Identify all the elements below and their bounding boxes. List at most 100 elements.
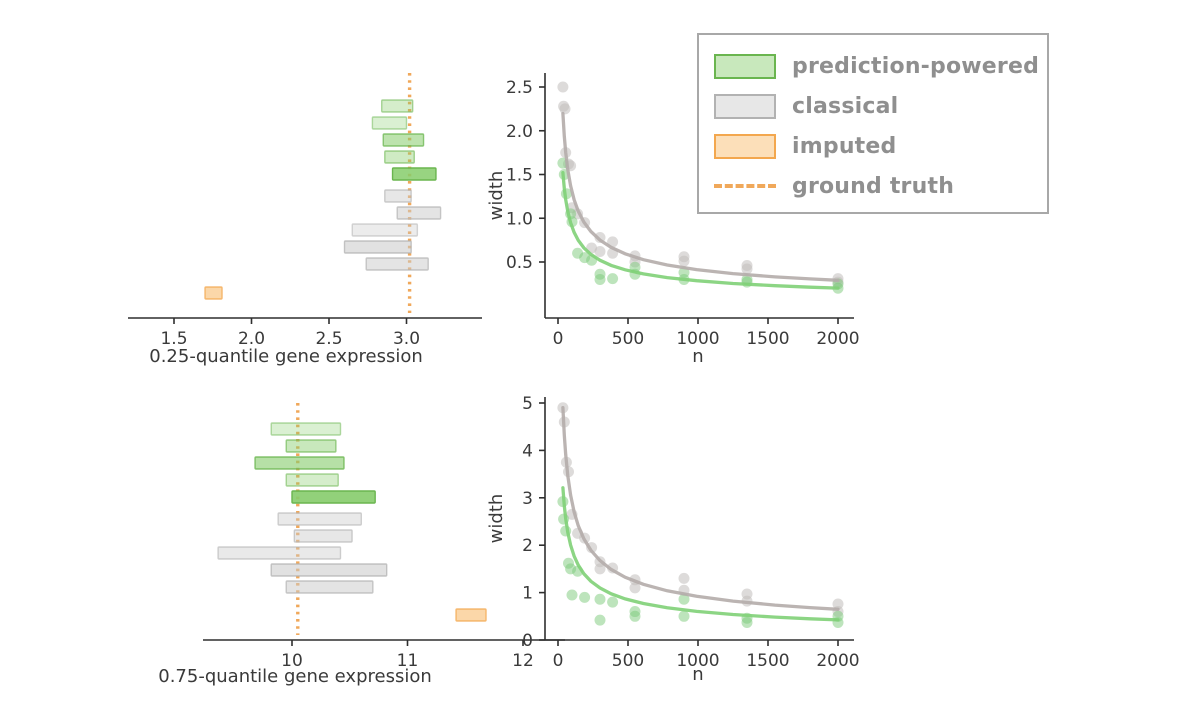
legend-row-prediction-powered: prediction-powered	[714, 46, 1047, 86]
classical-interval-bar	[365, 257, 429, 271]
x-axis-title: n	[692, 346, 703, 367]
x-tick-label: 0	[553, 651, 564, 671]
prediction-powered-trend-line	[561, 486, 840, 622]
x-tick-label: 3.0	[393, 329, 420, 349]
prediction-powered-interval-bar	[270, 422, 342, 436]
legend: prediction-powered classical imputed gro…	[697, 33, 1049, 214]
x-tick-label: 11	[397, 651, 419, 671]
q025-intervals-svg: 1.5 2.0 2.5 3.00.25-quantile gene expressio…	[128, 73, 482, 367]
prediction-powered-interval-bar	[371, 116, 408, 130]
prediction-powered-interval-bar	[291, 490, 376, 504]
chart-q075-width: 0 1 2 3 4 5 0 500 1000 1500 2000 n width	[480, 385, 875, 710]
imputed-interval-bar	[204, 286, 223, 300]
prediction-powered-interval-bar	[381, 99, 414, 113]
classical-interval-bar	[343, 240, 412, 254]
prediction-powered-scatter-point	[566, 589, 578, 601]
legend-label-ground-truth: ground truth	[792, 173, 955, 199]
x-tick-label: 1500	[746, 329, 789, 349]
classical-scatter-point	[594, 563, 606, 575]
prediction-powered-scatter-point	[579, 591, 591, 603]
y-tick-label: 0.5	[506, 253, 533, 273]
x-tick-label: 12	[512, 651, 534, 671]
classical-scatter-point	[741, 263, 753, 275]
prediction-powered-scatter-point	[607, 596, 619, 608]
classical-interval-bar	[293, 529, 353, 543]
y-tick-label: 2.5	[506, 78, 533, 98]
classical-scatter-point	[678, 572, 690, 584]
classical-scatter-point	[559, 103, 571, 115]
prediction-powered-interval-bar	[391, 167, 437, 181]
prediction-powered-trend-line	[561, 170, 840, 290]
x-tick-label: 1000	[676, 329, 719, 349]
prediction-powered-scatter-point	[678, 610, 690, 622]
y-tick-label: 5	[522, 394, 533, 414]
x-tick-label: 10	[281, 651, 303, 671]
classical-scatter-point	[594, 246, 606, 257]
y-tick-label: 3	[522, 489, 533, 509]
prediction-powered-scatter-point	[607, 273, 619, 285]
classical-trend-line	[561, 111, 840, 282]
x-axis-title: n	[692, 664, 703, 685]
x-tick-label: 2000	[816, 651, 859, 671]
prediction-powered-swatch	[714, 53, 776, 79]
classical-trend-line	[561, 406, 840, 611]
x-tick-label: 0	[553, 329, 564, 349]
y-tick-label: 0	[522, 631, 533, 651]
prediction-powered-scatter-point	[594, 593, 606, 605]
classical-scatter-point	[832, 598, 844, 610]
classical-interval-bar	[217, 546, 342, 560]
classical-interval-bar	[384, 189, 412, 203]
classical-scatter-point	[557, 81, 569, 93]
prediction-powered-interval-bar	[384, 150, 415, 164]
prediction-powered-interval-bar	[285, 439, 337, 453]
prediction-powered-scatter-point	[594, 274, 606, 285]
prediction-powered-scatter-point	[629, 610, 641, 622]
y-axis-title: width	[486, 494, 507, 544]
legend-label-imputed: imputed	[792, 133, 897, 159]
classical-interval-bar	[277, 512, 363, 526]
x-tick-label: 500	[612, 329, 644, 349]
x-tick-label: 500	[612, 651, 644, 671]
x-axis-title: 0.25-quantile gene expression	[149, 346, 423, 367]
imputed-interval-bar	[455, 608, 487, 622]
classical-interval-bar	[396, 206, 442, 220]
legend-row-ground-truth: ground truth	[714, 166, 1047, 206]
chart-q025-intervals: 1.5 2.0 2.5 3.0 0.25-quantile gene expressio…	[100, 55, 525, 387]
prediction-powered-scatter-point	[678, 593, 690, 605]
x-tick-label: 1500	[746, 651, 789, 671]
chart-q025-width: 0.5 1.0 1.5 2.0 2.5 0 500 1000 1500 2000 n width	[480, 55, 875, 390]
y-tick-label: 1	[522, 584, 533, 604]
ground-truth-line-swatch	[714, 184, 776, 188]
classical-interval-bar	[351, 223, 419, 237]
x-tick-label: 1000	[676, 651, 719, 671]
classical-scatter-point	[678, 255, 690, 267]
x-tick-label: 2000	[816, 329, 859, 349]
legend-row-imputed: imputed	[714, 126, 1047, 166]
x-tick-label: 2.0	[238, 329, 265, 349]
y-tick-label: 2.0	[506, 122, 533, 142]
classical-scatter-point	[629, 582, 641, 594]
q025-width-svg: 0.5 1.0 1.5 2.0 2.5 0 500 1000 1500 2000 n width	[486, 73, 860, 367]
chart-q075-intervals: 10 11 12 0.75-quantile gene expression	[100, 385, 575, 707]
legend-label-prediction-powered: prediction-powered	[792, 53, 1040, 79]
classical-interval-bar	[285, 580, 374, 594]
x-axis-title: 0.75-quantile gene expression	[158, 666, 432, 687]
prediction-powered-interval-bar	[382, 133, 425, 147]
y-tick-label: 1.5	[506, 166, 533, 186]
prediction-powered-scatter-point	[594, 614, 606, 626]
x-tick-label: 1.5	[160, 329, 187, 349]
classical-swatch	[714, 93, 776, 119]
y-tick-label: 2	[522, 536, 533, 556]
legend-row-classical: classical	[714, 86, 1047, 126]
classical-interval-bar	[270, 563, 388, 577]
prediction-powered-interval-bar	[285, 473, 339, 487]
q075-intervals-svg: 10 11 120.75-quantile gene expression	[158, 403, 565, 687]
prediction-powered-interval-bar	[254, 456, 345, 470]
y-tick-label: 4	[522, 441, 533, 461]
y-axis-title: width	[486, 171, 507, 221]
y-tick-label: 1.0	[506, 209, 533, 229]
imputed-swatch	[714, 133, 776, 159]
prediction-powered-scatter-point	[741, 616, 753, 628]
